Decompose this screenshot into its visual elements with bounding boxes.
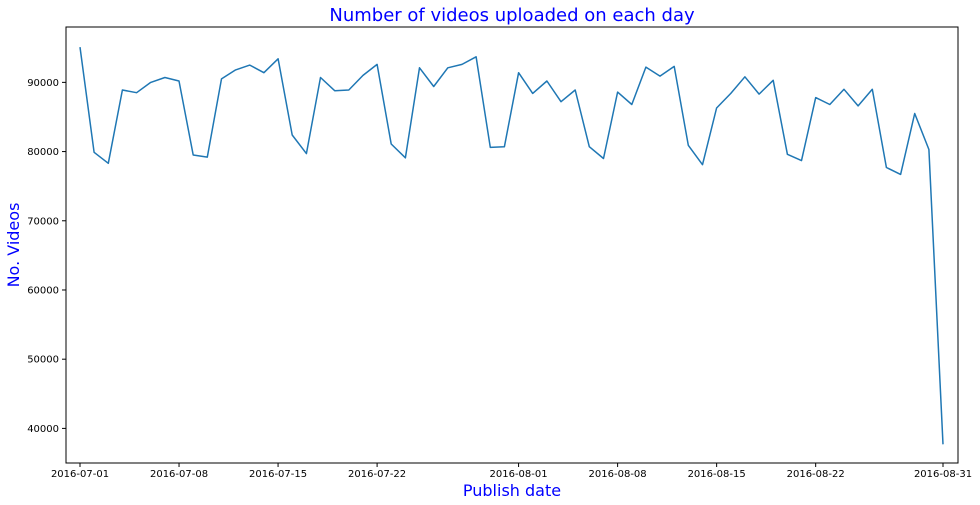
y-tick-label: 90000 — [27, 78, 59, 89]
y-tick-label: 60000 — [27, 285, 59, 296]
x-tick-label: 2016-08-31 — [914, 469, 972, 480]
x-axis: 2016-07-01 2016-07-08 2016-07-15 2016-07-22… — [51, 463, 972, 480]
x-axis-label: Publish date — [463, 481, 561, 500]
x-tick-label: 2016-07-08 — [150, 469, 208, 480]
x-tick-label: 2016-08-22 — [787, 469, 845, 480]
chart-title: Number of videos uploaded on each day — [329, 5, 695, 26]
plot-frame — [65, 26, 959, 464]
y-axis-label: No. Videos — [4, 203, 23, 288]
series-layer — [79, 47, 944, 445]
series-line — [79, 47, 944, 445]
y-tick-label: 80000 — [27, 147, 59, 158]
x-tick-label: 2016-08-15 — [688, 469, 746, 480]
x-tick-label: 2016-08-08 — [589, 469, 647, 480]
y-tick-label: 50000 — [27, 355, 59, 366]
x-tick-label: 2016-07-01 — [51, 469, 109, 480]
x-tick-label: 2016-07-15 — [249, 469, 307, 480]
x-tick-label: 2016-07-22 — [348, 469, 406, 480]
x-tick-label: 2016-08-01 — [490, 469, 548, 480]
y-axis: 40000 50000 60000 70000 80000 90000 — [27, 78, 66, 435]
y-tick-label: 40000 — [27, 424, 59, 435]
y-tick-label: 70000 — [27, 216, 59, 227]
